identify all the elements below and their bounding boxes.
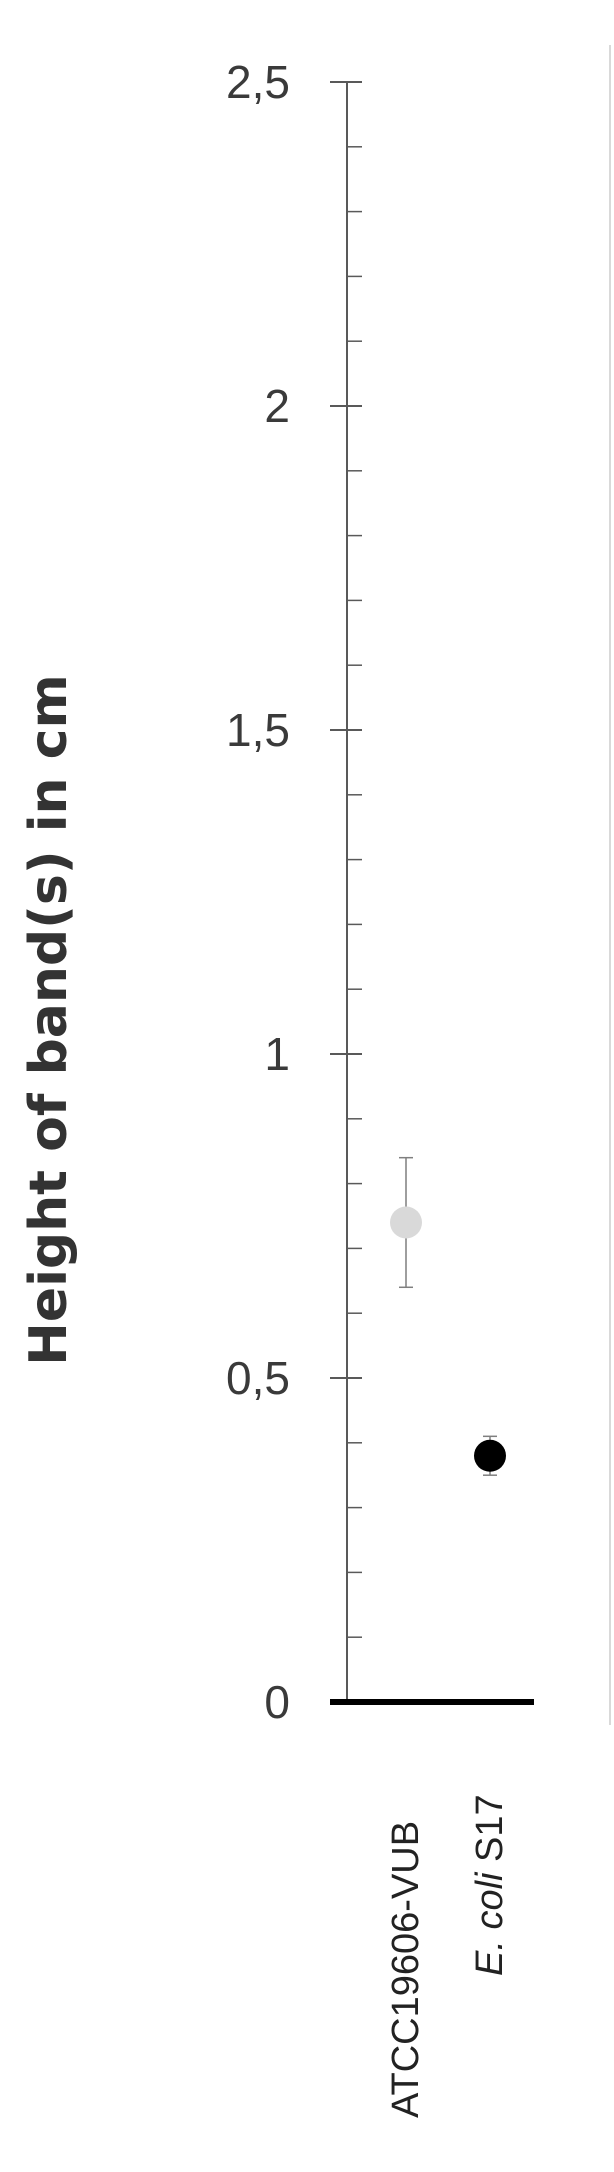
data-point <box>390 1206 422 1239</box>
x-axis-labels: ATCC19606-VUB E. coli S17 <box>385 1794 511 2118</box>
y-tick-label: 0 <box>264 1676 290 1728</box>
x-category-label: E. coli S17 <box>469 1794 511 1976</box>
x-category-label: ATCC19606-VUB <box>385 1821 427 2118</box>
y-tick-label: 2 <box>264 380 290 432</box>
y-tick-label: 1,5 <box>226 704 290 756</box>
y-tick-label: 1 <box>264 1028 290 1080</box>
y-axis-title: Height of band(s) in cm <box>19 674 79 1365</box>
y-tick-label: 0,5 <box>226 1352 290 1404</box>
data-point <box>474 1439 506 1472</box>
y-tick-label: 2,5 <box>226 56 290 108</box>
data-points <box>390 1156 506 1476</box>
y-axis: 0 0,5 1 1,5 2 2,5 <box>226 56 534 1728</box>
